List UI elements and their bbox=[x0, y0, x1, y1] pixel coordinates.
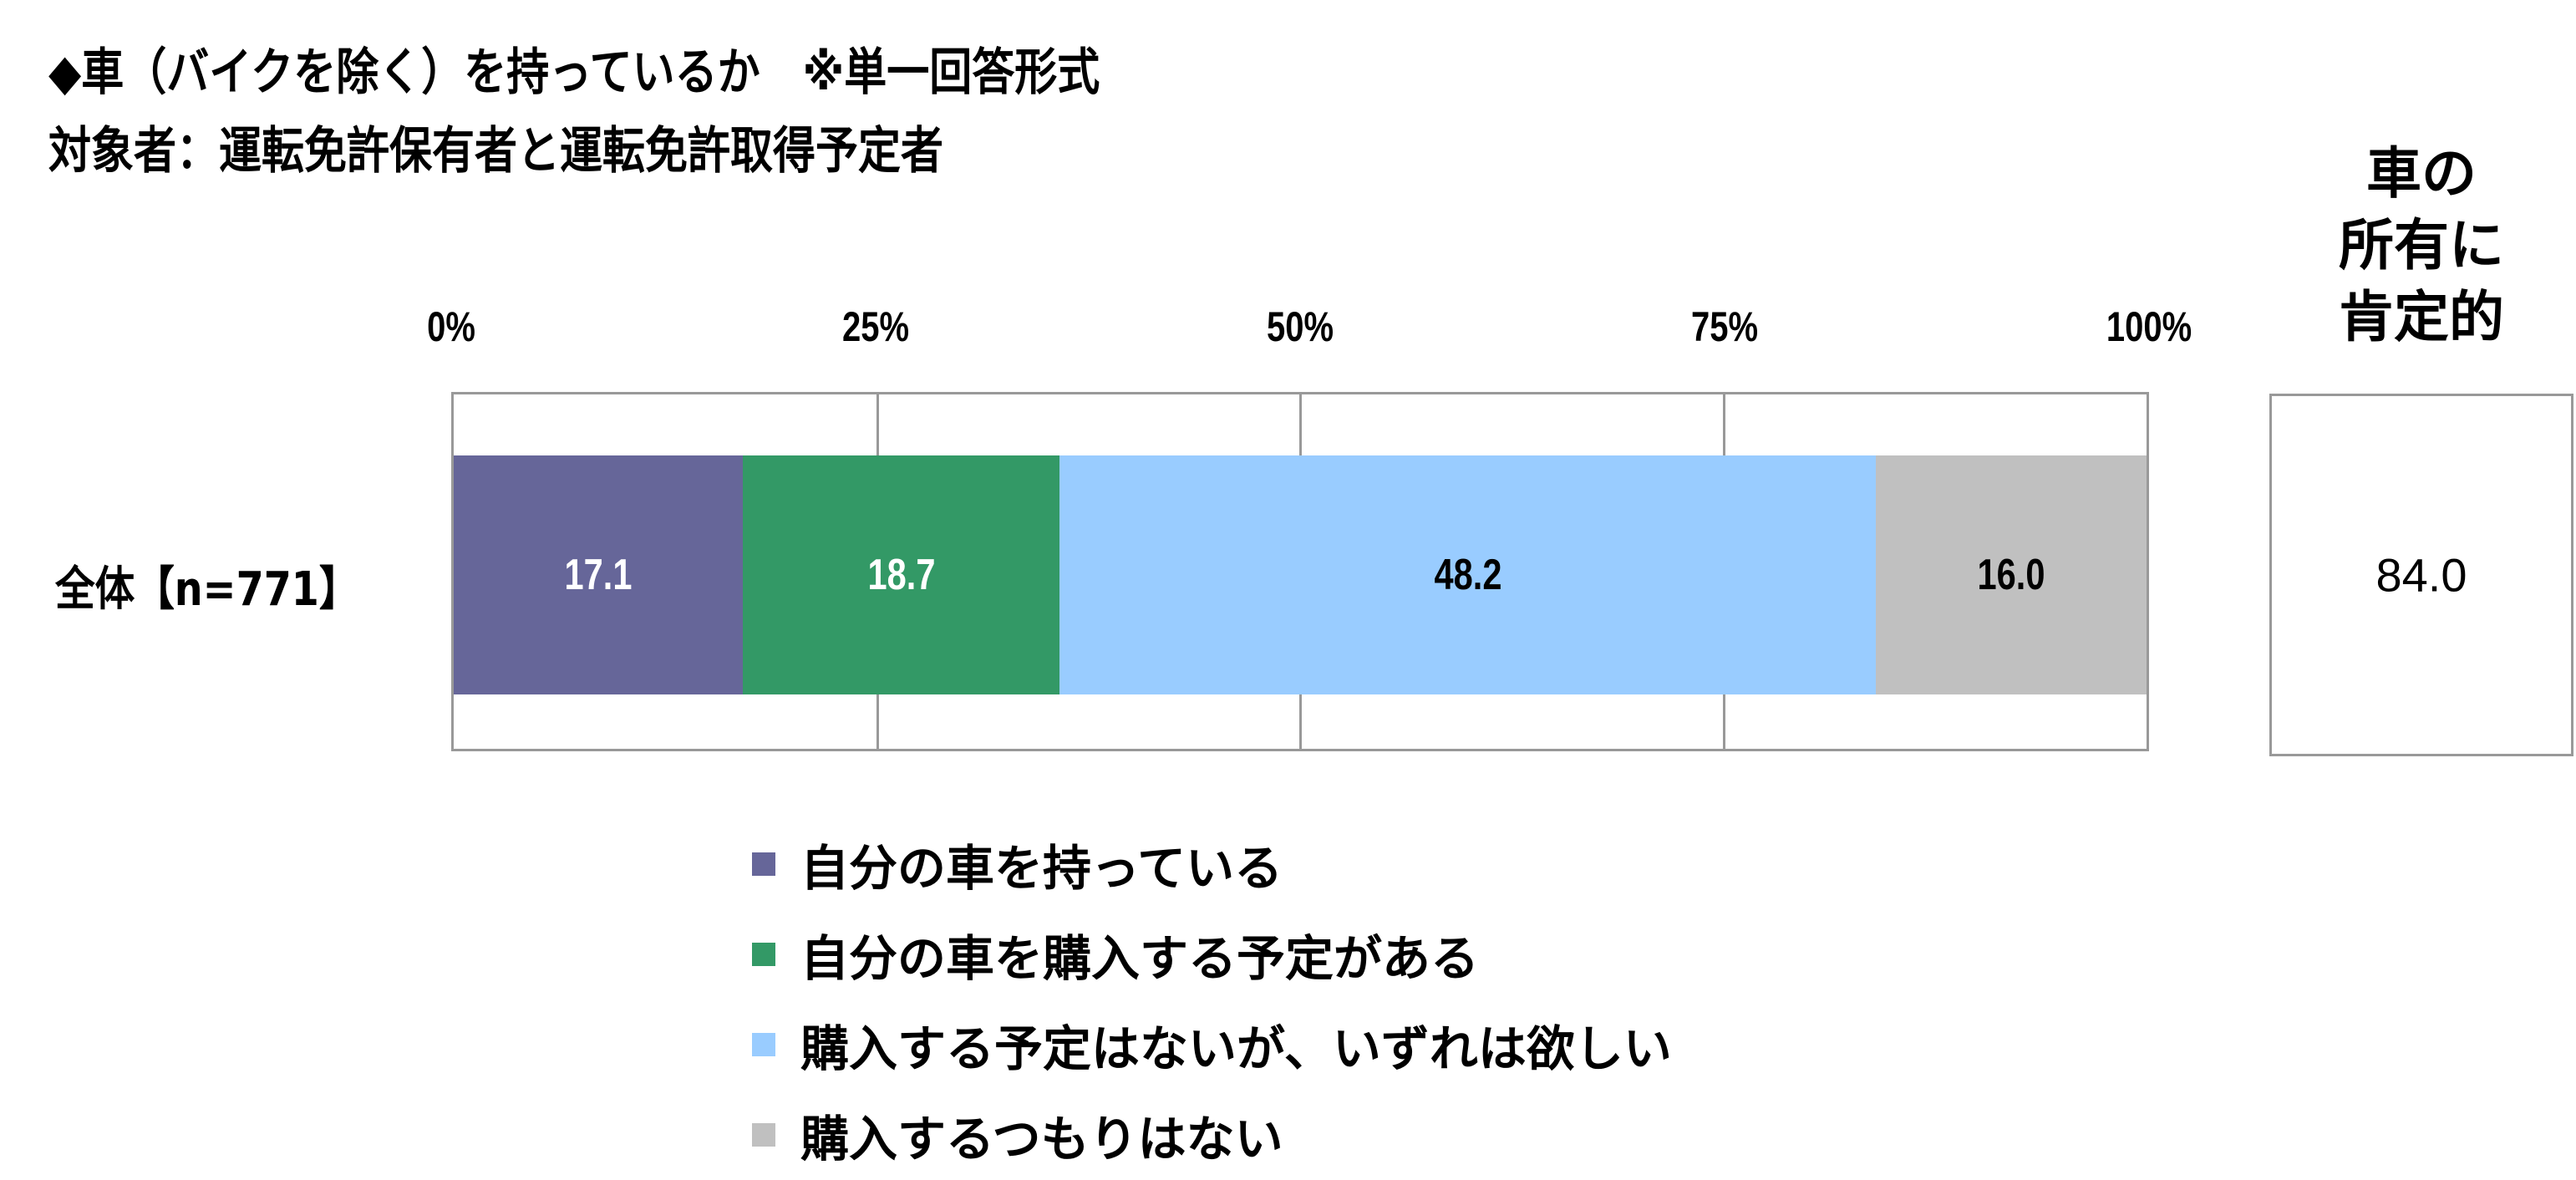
summary-header-line: 肯定的 bbox=[2339, 285, 2504, 349]
bar-segment: 17.1 bbox=[454, 455, 744, 694]
data-label: 16.0 bbox=[1977, 551, 2045, 599]
legend-label: 自分の車を持っている bbox=[800, 840, 1283, 897]
summary-value: 84.0 bbox=[2375, 548, 2467, 602]
data-label: 48.2 bbox=[1434, 551, 1502, 599]
x-tick-label: 0% bbox=[427, 303, 475, 350]
legend-swatch bbox=[752, 943, 775, 966]
x-tick-label: 25% bbox=[841, 303, 910, 350]
chart-title: ◆車（バイクを除く）を持っているか ※単一回答形式 bbox=[48, 43, 1100, 102]
legend-item: 自分の車を持っている bbox=[752, 819, 1672, 909]
legend-label: 購入する予定はないが、いずれは欲しい bbox=[800, 1020, 1672, 1077]
chart-subtitle: 対象者：運転免許保有者と運転免許取得予定者 bbox=[48, 122, 943, 181]
legend-swatch bbox=[752, 852, 775, 876]
summary-header-line: 車の bbox=[2366, 141, 2477, 206]
legend-swatch bbox=[752, 1123, 775, 1147]
bar-segment: 16.0 bbox=[1875, 455, 2147, 694]
legend-label: 購入するつもりはない bbox=[800, 1111, 1283, 1167]
legend-item: 購入するつもりはない bbox=[752, 1090, 1672, 1180]
summary-box: 84.0 bbox=[2269, 394, 2573, 756]
bar-segment: 18.7 bbox=[743, 455, 1060, 694]
x-tick-label: 50% bbox=[1266, 303, 1334, 350]
summary-header-line: 所有に bbox=[2339, 213, 2504, 277]
category-label: 全体【n=771】 bbox=[55, 562, 359, 617]
legend-label: 自分の車を購入する予定がある bbox=[800, 930, 1480, 987]
data-label: 17.1 bbox=[564, 551, 633, 599]
summary-header: 車の 所有に 肯定的 bbox=[2269, 138, 2573, 353]
legend: 自分の車を持っている自分の車を購入する予定がある購入する予定はないが、いずれは欲… bbox=[752, 819, 1672, 1180]
x-tick-label: 75% bbox=[1690, 303, 1759, 350]
x-tick-label: 100% bbox=[2106, 303, 2192, 350]
bar-segment: 48.2 bbox=[1059, 455, 1876, 694]
plot-area: 17.1 18.7 48.2 16.0 bbox=[451, 392, 2149, 751]
legend-item: 購入する予定はないが、いずれは欲しい bbox=[752, 999, 1672, 1090]
data-label: 18.7 bbox=[867, 551, 936, 599]
legend-item: 自分の車を購入する予定がある bbox=[752, 909, 1672, 999]
legend-swatch bbox=[752, 1033, 775, 1056]
